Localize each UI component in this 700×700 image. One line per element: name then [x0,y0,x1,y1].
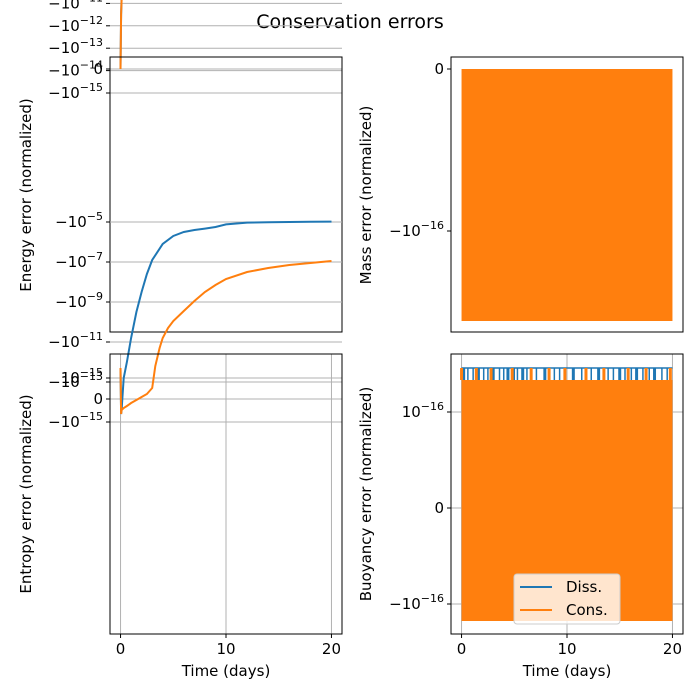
entropy-ytick-label-1: 0 [93,390,103,408]
mass-ytick-label-0: 0 [434,60,444,78]
energy-ytick-label-5: −10−11 [48,0,103,12]
buoyancy-ytick-label-2: −10−16 [389,592,444,613]
buoyancy-ylabel: Buoyancy error (normalized) [357,387,375,602]
entropy-panel: 10−15 0 −10−15 −10−13 −10−11 −10−9 −10−7 −10−5 0… [17,210,343,680]
energy-ylabel: Energy error (normalized) [17,98,35,291]
buoyancy-xlabel: Time (days) [522,662,612,680]
entropy-series-diss [119,220,332,415]
entropy-xtick-label-1: 10 [216,640,235,658]
mass-series-cons-band [461,69,673,321]
entropy-ytick-label-4: −10−11 [48,330,103,351]
energy-ytick-label-4: −10−12 [48,14,103,35]
entropy-ytick-label-0: 10−15 [61,366,103,387]
entropy-ytick-label-7: −10−5 [55,210,103,231]
entropy-ytick-label-5: −10−9 [55,290,103,311]
entropy-ylabel: Entropy error (normalized) [17,394,35,593]
entropy-ytick-label-6: −10−7 [55,250,103,271]
energy-axes-frame [109,56,343,333]
buoyancy-ytick-label-0: 10−16 [402,400,444,421]
buoyancy-xtick-label-2: 20 [663,640,682,658]
entropy-ytick-label-2: −10−15 [48,410,103,431]
buoyancy-xtick-label-1: 10 [557,640,576,658]
entropy-series-cons [119,260,332,415]
entropy-xtick-label-2: 20 [322,640,341,658]
entropy-xtick-label-0: 0 [116,640,126,658]
legend: Diss. Cons. [513,573,621,625]
buoyancy-panel: 10−16 0 −10−16 0 10 20 Buoyancy error (normal… [357,353,684,680]
entropy-ytick-label-3: −10−13 [48,370,103,391]
energy-panel: 0−10−15−10−14−10−13−10−12−10−11−10−10−10… [17,0,343,333]
entropy-xlabel: Time (days) [181,662,271,680]
legend-label-diss: Diss. [566,578,602,596]
mass-ytick-label-1: −10−16 [389,219,444,240]
mass-axes-frame [450,56,684,333]
energy-ytick-label-2: −10−14 [48,59,103,80]
buoyancy-xtick-label-0: 0 [457,640,467,658]
energy-ytick-label-1: −10−15 [48,81,103,102]
energy-ytick-label-3: −10−13 [48,36,103,57]
mass-panel: 0 −10−16 Mass error (normalized) [357,56,684,333]
figure-title: Conservation errors [256,11,444,33]
mass-ylabel: Mass error (normalized) [357,106,375,285]
buoyancy-ytick-label-1: 0 [434,499,444,517]
energy-ytick-label-0: 0 [93,60,103,78]
legend-label-cons: Cons. [566,601,608,619]
